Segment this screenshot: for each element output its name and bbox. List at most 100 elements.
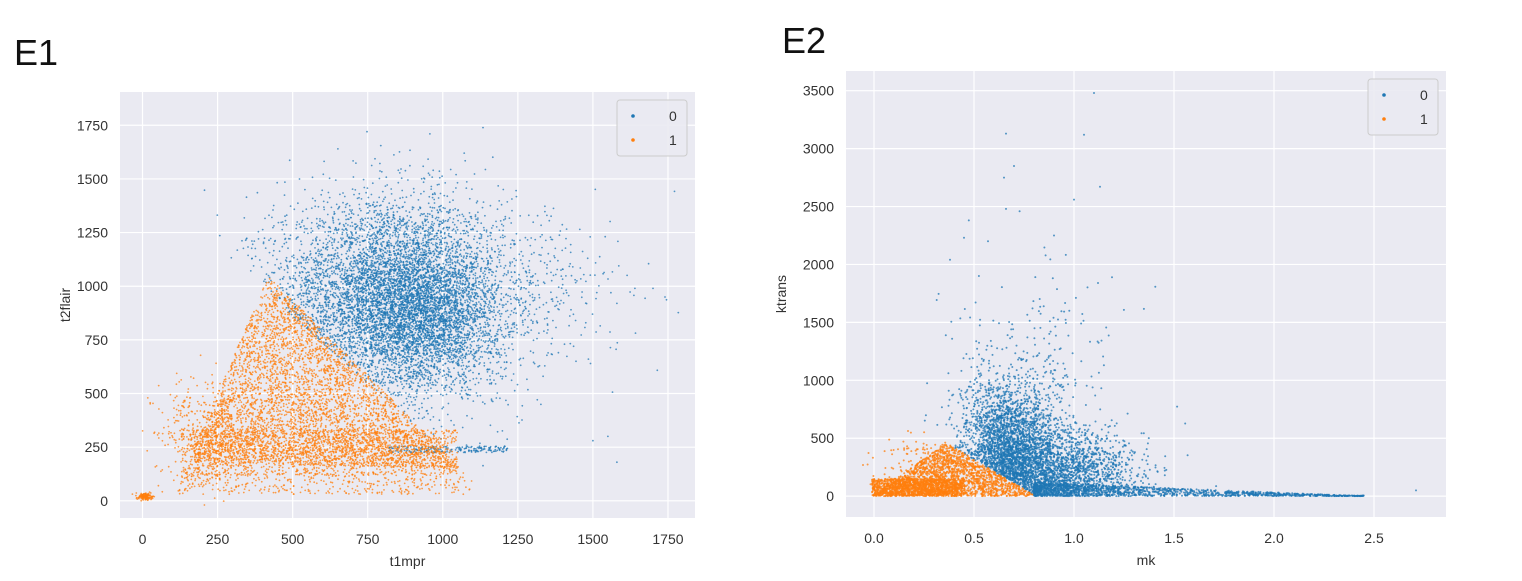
scatter-point <box>399 151 401 153</box>
scatter-point <box>409 249 411 251</box>
scatter-point <box>321 189 323 191</box>
scatter-point <box>394 199 396 201</box>
scatter-point <box>537 284 539 286</box>
scatter-point <box>330 231 332 233</box>
scatter-point <box>394 232 396 234</box>
scatter-point <box>446 317 448 319</box>
scatter-point <box>487 326 489 328</box>
scatter-point <box>425 375 427 377</box>
scatter-point <box>278 267 280 269</box>
scatter-point <box>371 262 373 264</box>
scatter-point <box>448 331 450 333</box>
scatter-point <box>459 297 461 299</box>
scatter-point <box>386 214 388 216</box>
scatter-point <box>338 286 340 288</box>
scatter-point <box>467 398 469 400</box>
scatter-point <box>428 385 430 387</box>
scatter-point <box>415 249 417 251</box>
scatter-point <box>383 226 385 228</box>
scatter-point <box>410 396 412 398</box>
scatter-point <box>431 253 433 255</box>
scatter-point <box>378 259 380 261</box>
scatter-point <box>351 300 353 302</box>
scatter-point <box>286 307 288 309</box>
scatter-point <box>368 205 370 207</box>
scatter-point <box>360 223 362 225</box>
scatter-point <box>447 211 449 213</box>
scatter-point <box>315 287 317 289</box>
scatter-point <box>241 240 243 242</box>
scatter-point <box>273 250 275 252</box>
scatter-point <box>358 328 360 330</box>
scatter-point <box>409 266 411 268</box>
scatter-point <box>425 224 427 226</box>
scatter-point <box>476 298 478 300</box>
scatter-point <box>352 160 354 162</box>
scatter-point <box>310 228 312 230</box>
scatter-point <box>501 293 503 295</box>
scatter-point <box>322 221 324 223</box>
scatter-point <box>358 344 360 346</box>
scatter-point <box>349 209 351 211</box>
scatter-point <box>358 291 360 293</box>
scatter-point <box>300 284 302 286</box>
scatter-point <box>475 279 477 281</box>
scatter-point <box>387 376 389 378</box>
scatter-point <box>339 335 341 337</box>
scatter-point <box>341 254 343 256</box>
scatter-point <box>284 238 286 240</box>
scatter-point <box>412 404 414 406</box>
scatter-point <box>386 296 388 298</box>
scatter-point <box>442 263 444 265</box>
scatter-point <box>494 291 496 293</box>
scatter-point <box>353 273 355 275</box>
scatter-point <box>448 246 450 248</box>
scatter-point <box>524 306 526 308</box>
scatter-point <box>511 198 513 200</box>
scatter-point <box>433 236 435 238</box>
scatter-point <box>323 201 325 203</box>
scatter-point <box>291 256 293 258</box>
scatter-point <box>442 358 444 360</box>
scatter-point <box>391 224 393 226</box>
scatter-point <box>473 349 475 351</box>
scatter-point <box>301 295 303 297</box>
scatter-point <box>360 210 362 212</box>
scatter-point <box>429 206 431 208</box>
scatter-point <box>362 354 364 356</box>
scatter-point <box>312 279 314 281</box>
scatter-point <box>520 334 522 336</box>
scatter-point <box>386 277 388 279</box>
scatter-point <box>343 323 345 325</box>
scatter-point <box>411 245 413 247</box>
scatter-point <box>409 242 411 244</box>
scatter-point <box>460 300 462 302</box>
scatter-point <box>445 342 447 344</box>
scatter-point <box>289 286 291 288</box>
scatter-point <box>348 320 350 322</box>
scatter-point <box>344 358 346 360</box>
scatter-point <box>431 395 433 397</box>
scatter-point <box>300 262 302 264</box>
scatter-point <box>418 229 420 231</box>
scatter-point <box>402 241 404 243</box>
scatter-point <box>318 224 320 226</box>
scatter-point <box>359 235 361 237</box>
scatter-point <box>313 293 315 295</box>
scatter-point <box>314 282 316 284</box>
scatter-point <box>373 227 375 229</box>
scatter-point <box>379 222 381 224</box>
scatter-point <box>423 191 425 193</box>
scatter-point <box>359 364 361 366</box>
scatter-point <box>299 272 301 274</box>
scatter-point <box>345 299 347 301</box>
scatter-point <box>397 323 399 325</box>
scatter-point <box>282 224 284 226</box>
scatter-point <box>273 243 275 245</box>
scatter-point <box>484 270 486 272</box>
scatter-point <box>382 346 384 348</box>
scatter-point <box>402 197 404 199</box>
scatter-point <box>433 199 435 201</box>
scatter-point <box>423 225 425 227</box>
scatter-point <box>381 381 383 383</box>
